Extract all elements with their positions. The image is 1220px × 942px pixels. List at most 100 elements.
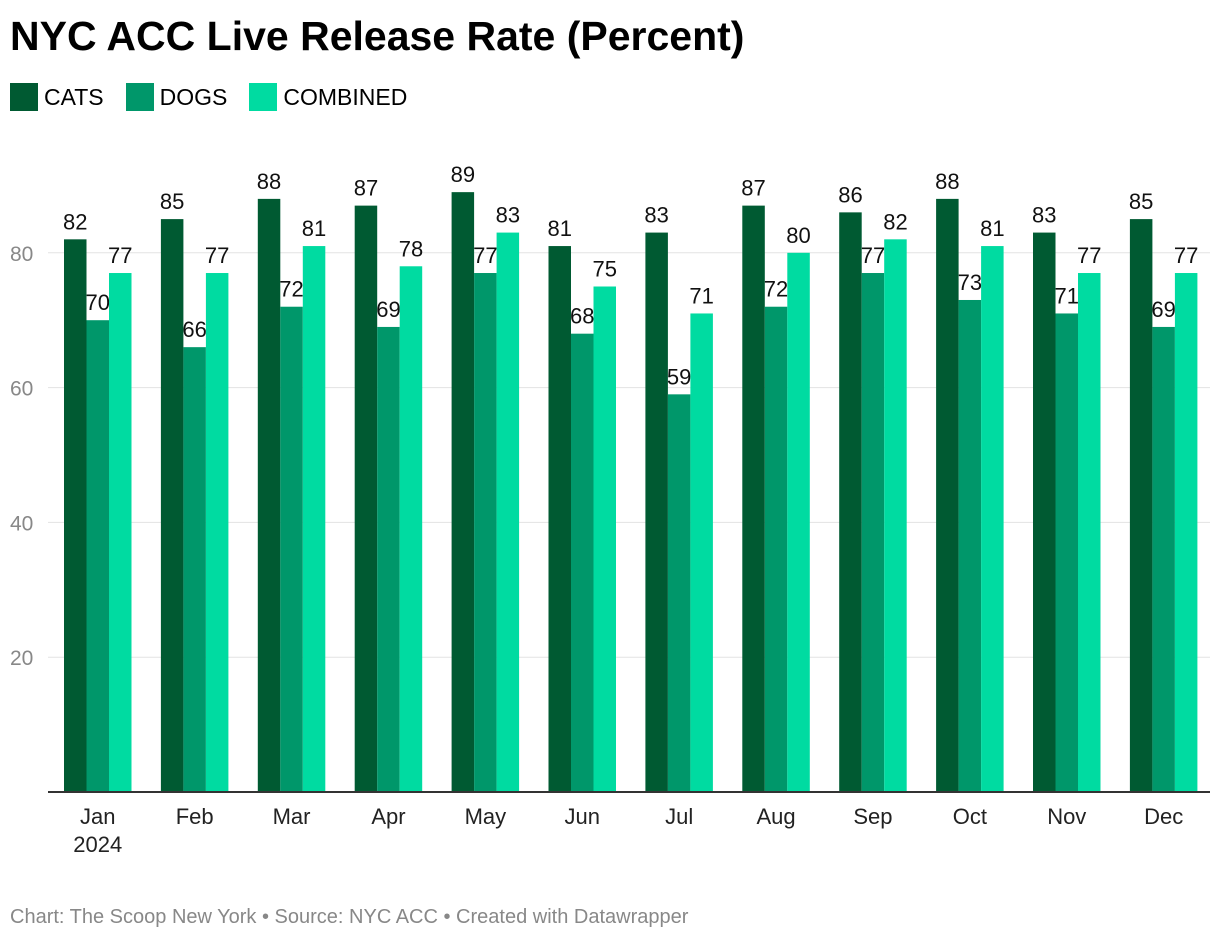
bar-dogs <box>571 333 594 792</box>
bar-combined <box>593 286 616 792</box>
legend-item-cats: CATS <box>10 82 104 112</box>
data-label-dogs: 68 <box>570 304 594 329</box>
bar-dogs <box>764 306 788 792</box>
bar-combined <box>302 246 326 792</box>
data-label-dogs: 71 <box>1055 283 1079 308</box>
bar-cats <box>936 198 959 792</box>
data-label-cats: 85 <box>1129 189 1153 214</box>
chart-footer: Chart: The Scoop New York • Source: NYC … <box>10 906 689 928</box>
data-label-combined: 75 <box>593 257 617 282</box>
data-label-dogs: 69 <box>1151 297 1175 322</box>
data-label-cats: 83 <box>644 203 668 228</box>
bar-dogs <box>86 320 109 792</box>
x-tick-label: Jun <box>565 804 600 829</box>
data-label-dogs: 73 <box>958 270 982 295</box>
x-tick-label: Dec <box>1144 804 1183 829</box>
legend-swatch-cats <box>10 83 38 111</box>
bar-combined <box>205 273 229 792</box>
legend-item-dogs: DOGS <box>125 82 228 112</box>
bar-combined <box>787 252 810 793</box>
bar-cats <box>1033 232 1056 792</box>
bar-combined <box>496 232 520 792</box>
x-tick-label: Nov <box>1047 804 1086 829</box>
bar-dogs <box>861 273 885 792</box>
data-label-cats: 85 <box>160 189 184 214</box>
x-tick-label: Sep <box>853 804 892 829</box>
data-label-cats: 81 <box>548 216 572 241</box>
data-label-cats: 87 <box>354 176 378 201</box>
bar-dogs <box>1055 313 1078 792</box>
bar-combined <box>109 273 132 792</box>
bar-cats <box>1129 219 1153 793</box>
data-label-dogs: 77 <box>861 243 885 268</box>
bar-cats <box>354 205 378 792</box>
legend-item-combined: COMBINED <box>249 82 407 112</box>
y-tick-label: 80 <box>10 243 33 266</box>
bar-dogs <box>377 326 400 792</box>
data-label-combined: 77 <box>1077 243 1101 268</box>
x-tick-label: May <box>465 804 507 829</box>
data-label-dogs: 70 <box>86 290 110 315</box>
chart-title: NYC ACC Live Release Rate (Percent) <box>10 13 745 59</box>
bar-dogs <box>183 347 206 792</box>
x-tick-label: Feb <box>176 804 214 829</box>
data-label-cats: 88 <box>935 169 959 194</box>
bar-combined <box>981 246 1004 792</box>
x-tick-label: Aug <box>756 804 795 829</box>
data-label-dogs: 59 <box>667 364 691 389</box>
data-label-combined: 77 <box>108 243 132 268</box>
data-label-cats: 82 <box>63 209 87 234</box>
bar-dogs <box>1152 326 1175 792</box>
data-label-cats: 83 <box>1032 203 1056 228</box>
data-label-combined: 83 <box>496 203 520 228</box>
data-label-combined: 80 <box>786 223 810 248</box>
bar-combined <box>690 313 713 792</box>
data-label-cats: 87 <box>741 176 765 201</box>
data-label-dogs: 72 <box>279 277 303 302</box>
bar-dogs <box>958 299 982 792</box>
data-label-combined: 81 <box>980 216 1004 241</box>
data-label-dogs: 66 <box>182 317 206 342</box>
bar-combined <box>399 266 423 792</box>
x-tick-label: Jan <box>80 804 115 829</box>
bar-cats <box>548 246 571 792</box>
bar-cats <box>64 239 87 792</box>
x-tick-label: Jul <box>665 804 693 829</box>
x-tick-label: Oct <box>953 804 987 829</box>
legend-label-combined: COMBINED <box>283 84 408 110</box>
bar-dogs <box>474 273 497 792</box>
y-tick-label: 20 <box>10 647 33 670</box>
data-label-dogs: 77 <box>473 243 497 268</box>
data-label-combined: 81 <box>302 216 326 241</box>
bar-combined <box>1078 273 1101 792</box>
legend-label-dogs: DOGS <box>159 84 228 110</box>
y-tick-label: 60 <box>10 378 33 401</box>
legend: CATS DOGS COMBINED <box>10 82 429 112</box>
bar-cats <box>839 212 862 793</box>
data-label-cats: 86 <box>838 182 862 207</box>
bar-combined <box>884 239 907 792</box>
bar-cats <box>742 205 765 792</box>
bar-combined <box>1174 273 1198 792</box>
bar-cats <box>160 219 184 793</box>
legend-swatch-combined <box>249 83 278 111</box>
bar-cats <box>257 198 281 792</box>
bar-dogs <box>280 306 303 792</box>
legend-swatch-dogs <box>125 83 154 111</box>
data-label-combined: 77 <box>205 243 229 268</box>
y-tick-label: 40 <box>10 512 33 535</box>
bar-dogs <box>667 394 691 792</box>
data-label-cats: 88 <box>257 169 281 194</box>
bar-chart: 20 40 60 80 82 85 88 87 89 81 83 87 86 88 83 85 70 66 72 69… <box>10 162 1210 857</box>
data-label-dogs: 72 <box>764 277 788 302</box>
data-label-combined: 77 <box>1174 243 1198 268</box>
data-label-combined: 78 <box>399 236 423 261</box>
data-label-cats: 89 <box>451 162 475 187</box>
legend-label-cats: CATS <box>44 84 104 110</box>
x-tick-sublabel: 2024 <box>73 832 122 857</box>
bar-cats <box>451 192 475 792</box>
x-tick-label: Apr <box>371 804 405 829</box>
data-label-combined: 82 <box>883 209 907 234</box>
data-label-combined: 71 <box>689 283 713 308</box>
x-tick-label: Mar <box>273 804 311 829</box>
